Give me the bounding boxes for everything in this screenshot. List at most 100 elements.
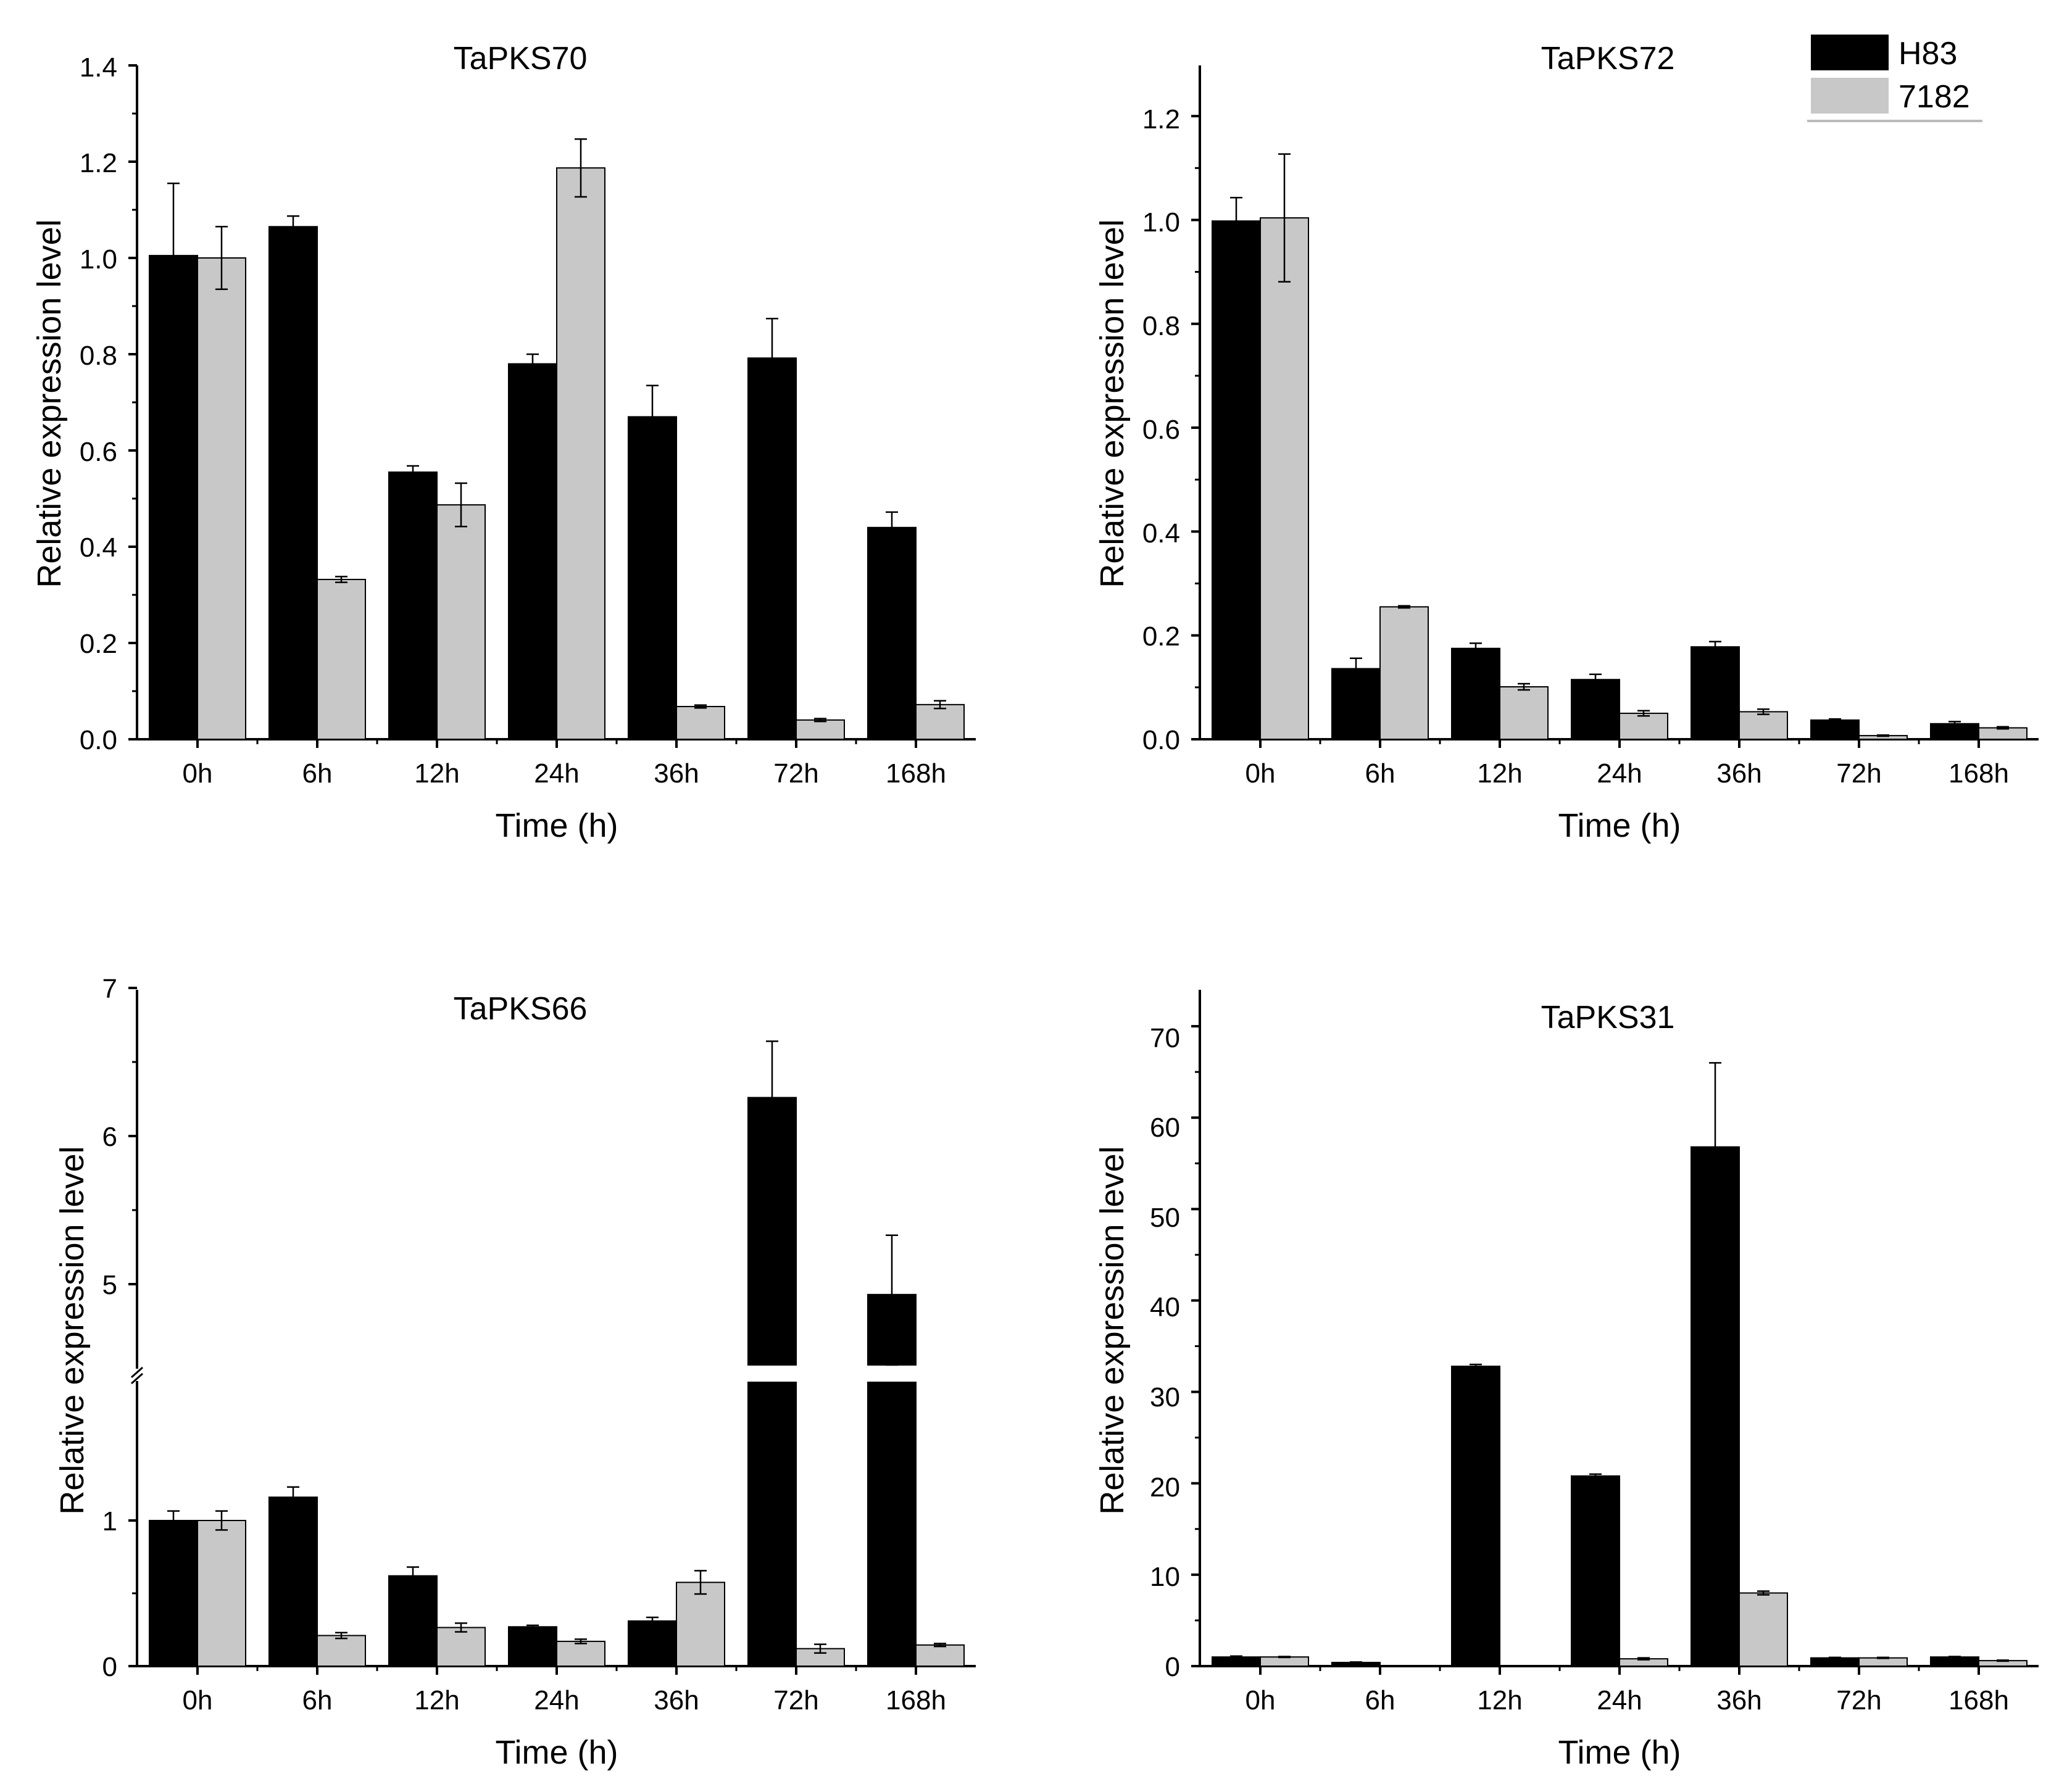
y-tick-label: 0 [102,1652,117,1682]
x-tick-label: 12h [1477,1685,1522,1715]
y-tick-label: 6 [102,1122,117,1152]
bar-7182 [197,1520,246,1667]
bar-7182 [1739,711,1788,740]
x-tick-label: 24h [534,1685,579,1715]
y-tick-label: 30 [1150,1382,1180,1412]
x-tick-label: 0h [183,758,213,789]
x-tick-label: 0h [1246,1685,1276,1715]
panel-title: TaPKS70 [454,41,588,77]
bar-h83 [1571,679,1620,740]
x-tick-label: 36h [654,758,699,789]
panel-title: TaPKS31 [1541,1000,1675,1035]
legend-label-7182: 7182 [1899,79,1970,115]
bar-h83 [388,1575,438,1667]
x-tick-label: 168h [1948,1685,2009,1715]
y-tick-label: 0.6 [80,437,117,467]
bar-h83 [747,1382,797,1667]
bar-h83 [867,526,917,740]
bar-h83 [1930,1656,1979,1667]
y-tick-label: 0.8 [1142,311,1180,341]
y-axis-title: Relative expression level [1094,1146,1131,1514]
y-tick-label: 0.0 [80,725,117,755]
y-tick-label: 10 [1150,1562,1180,1592]
x-tick-label: 12h [414,1685,459,1715]
bar-7182 [676,1582,725,1667]
y-axis-title: Relative expression level [31,219,68,587]
y-tick-label: 0.4 [1142,518,1180,549]
y-tick-label: 1.2 [80,148,117,178]
bar-7182 [796,719,845,740]
bar-7182 [1619,712,1668,740]
bar-7182 [317,1635,366,1667]
bar-h83 [149,1520,198,1667]
y-tick-label: 1.2 [1142,104,1180,135]
x-tick-label: 36h [1716,758,1761,789]
bar-h83 [1691,1146,1740,1667]
legend-swatch-h83 [1811,35,1889,70]
y-tick-label: 1.4 [80,52,117,83]
axis-break-mark [131,1372,143,1385]
plot-area [128,987,976,1675]
y-tick-label: 5 [102,1270,117,1300]
y-tick-label: 0 [1165,1652,1180,1682]
y-axis-title: Relative expression level [54,1146,91,1514]
x-tick-label: 6h [302,758,333,789]
x-tick-label: 36h [654,1685,699,1715]
x-tick-label: 168h [886,1685,946,1715]
bar-h83 [508,1626,557,1667]
legend-swatch-7182 [1811,78,1889,114]
bar-7182 [317,579,366,740]
x-tick-label: 6h [1365,1685,1395,1715]
y-tick-label: 0.2 [80,629,117,659]
legend: H83 7182 [1807,35,1982,122]
axis-break-mark [131,1366,143,1379]
bar-7182 [556,167,605,740]
bar-7182 [436,504,486,740]
x-tick-label: 12h [1477,758,1522,789]
bar-h83 [508,363,557,740]
bar-h83 [388,471,438,740]
bar-h83 [1451,1366,1500,1667]
y-tick-label: 7 [102,974,117,1004]
x-axis-title: Time (h) [496,1734,618,1771]
x-tick-label: 24h [1597,1685,1642,1715]
y-tick-label: 40 [1150,1292,1180,1322]
bar-7182 [1260,1656,1309,1667]
y-axis-title: Relative expression level [1094,219,1131,587]
y-tick-label: 0.4 [80,533,117,563]
legend-label-h83: H83 [1899,36,1957,72]
x-tick-label: 6h [302,1685,333,1715]
bar-h83 [628,416,677,740]
bar-h83 [1212,220,1261,740]
bar-h83 [1451,647,1500,740]
bar-h83 [867,1382,917,1667]
x-tick-label: 168h [886,758,946,789]
x-axis-title: Time (h) [1558,807,1681,844]
bar-7182 [197,257,246,740]
bar-7182 [915,1644,965,1667]
y-tick-label: 1.0 [80,244,117,275]
bar-h83 [1331,668,1381,740]
bar-7182 [915,703,965,740]
bar-h83 [1691,646,1740,740]
y-tick-label: 1.0 [1142,207,1180,238]
x-tick-label: 36h [1716,1685,1761,1715]
x-tick-label: 72h [773,758,818,789]
y-tick-label: 0.2 [1142,621,1180,652]
bar-7182 [1858,1657,1908,1667]
bar-h83 [1810,719,1860,740]
y-tick-label: 0.0 [1142,725,1180,755]
x-axis-title: Time (h) [496,807,618,844]
x-tick-label: 72h [1836,1685,1881,1715]
y-tick-label: 0.8 [80,341,117,371]
panel-tapks66: TaPKS66 Relative expression level Time (… [54,974,976,1771]
bar-h83 [268,226,318,740]
x-tick-label: 24h [1597,758,1642,789]
bar-h83 [1810,1657,1860,1667]
bar-7182 [1379,606,1429,740]
y-tick-label: 20 [1150,1472,1180,1503]
y-tick-label: 50 [1150,1203,1180,1233]
bar-7182 [1260,217,1309,740]
panel-tapks31: TaPKS31 Relative expression level Time (… [1094,990,2039,1771]
y-tick-label: 1 [102,1506,117,1537]
